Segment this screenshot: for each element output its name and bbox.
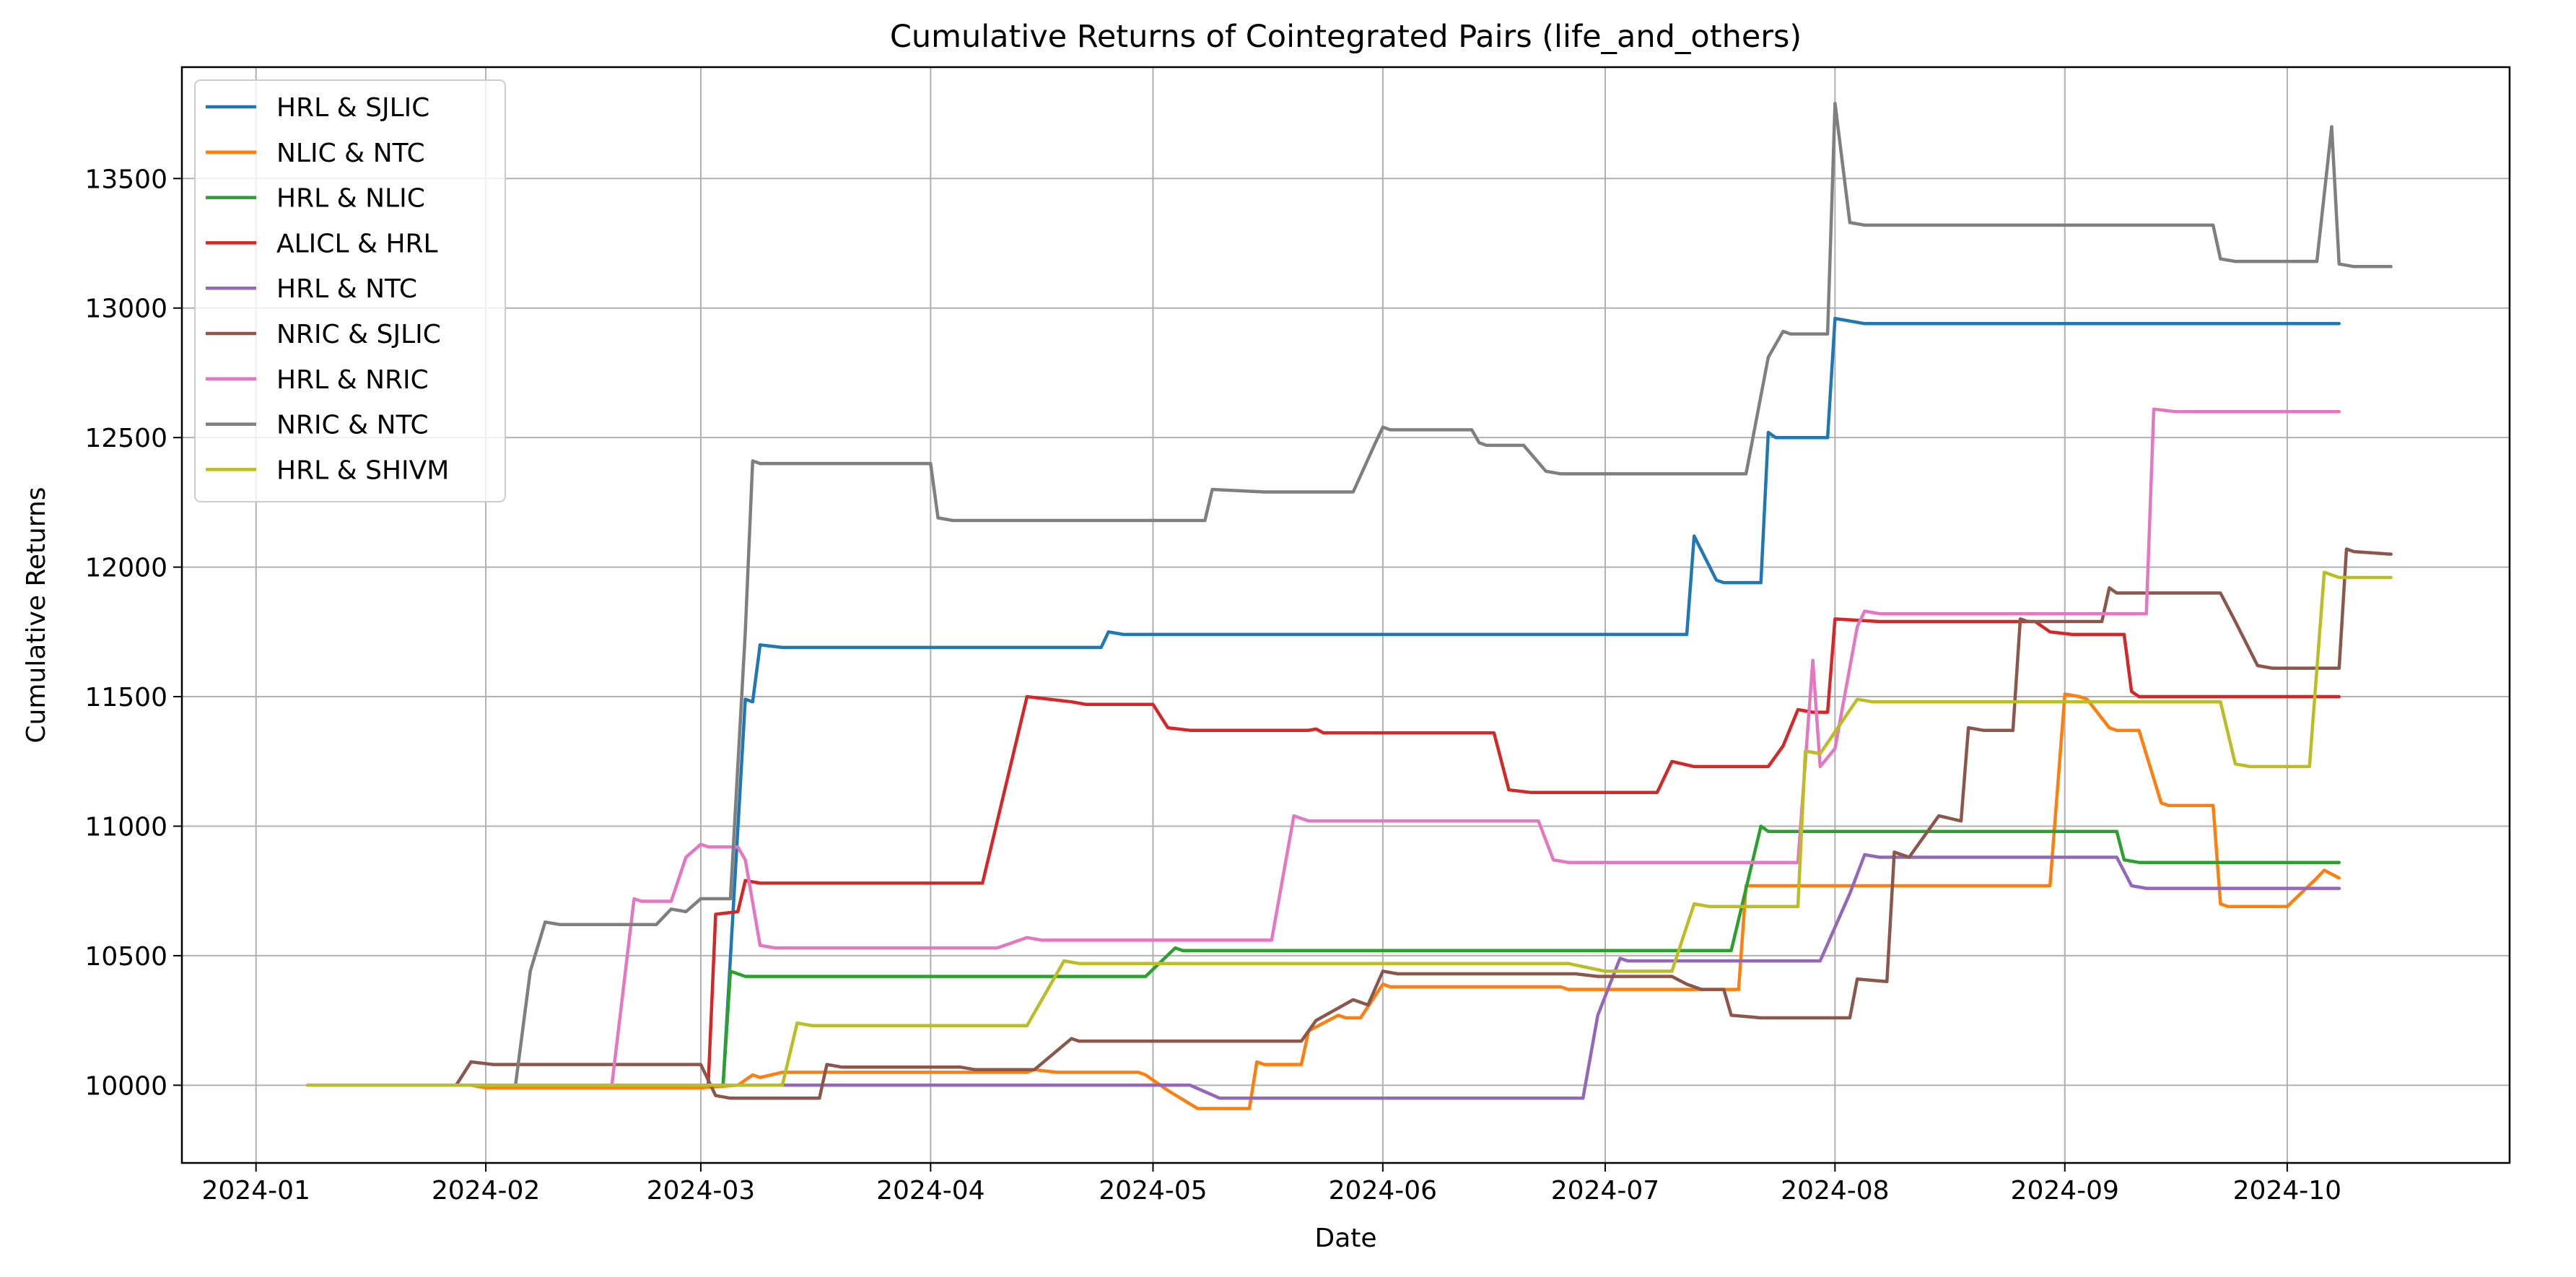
x-tick-label: 2024-03 [647,1176,755,1206]
plot-frame [180,66,2511,1164]
legend-label-nlic-ntc: NLIC & NTC [276,139,425,168]
y-tick-label: 13000 [84,295,167,324]
chart-title: Cumulative Returns of Cointegrated Pairs… [890,19,1802,55]
grid-layer [182,67,2510,1163]
x-tick-label: 2024-09 [2011,1176,2119,1206]
y-tick-label: 10500 [84,942,167,972]
y-tick-label: 12500 [84,424,167,453]
legend-box [194,79,506,502]
legend-label-alicl-hrl: ALICL & HRL [276,229,438,258]
legend-label-hrl-nlic: HRL & NLIC [276,184,425,214]
legend-label-hrl-nric: HRL & NRIC [276,365,429,395]
x-axis-title: Date [1314,1224,1376,1253]
x-tick-label: 2024-10 [2233,1176,2341,1206]
legend-label-hrl-shivm: HRL & SHIVM [276,456,449,485]
series-line-hrl-ntc [306,853,2341,1100]
x-tick-label: 2024-01 [201,1176,310,1206]
x-tick-label: 2024-06 [1329,1176,1437,1206]
x-tick-label: 2024-05 [1099,1176,1207,1206]
x-tick-label: 2024-02 [432,1176,540,1206]
series-line-hrl-nlic [306,824,2341,1087]
series-layer [306,101,2393,1110]
y-axis-title: Cumulative Returns [22,487,51,743]
y-tick-label: 13500 [84,165,167,194]
series-line-alicl-hrl [306,617,2341,1087]
series-line-nric-ntc [306,101,2393,1087]
series-line-nlic-ntc [306,692,2341,1110]
x-tick-label: 2024-08 [1781,1176,1889,1206]
legend-label-hrl-ntc: HRL & NTC [276,274,417,304]
x-tick-label: 2024-07 [1551,1176,1659,1206]
y-tick-label: 11500 [84,683,167,712]
legend: HRL & SJLIC NLIC & NTC HRL & NLIC ALICL & H… [194,79,506,502]
tick-layer: 2024-01 2024-02 2024-03 2024-04 2024-05 2024-… [84,165,2341,1206]
series-line-hrl-nric [306,407,2341,1087]
y-tick-label: 12000 [84,554,167,583]
series-line-nric-sjlic [306,547,2393,1100]
series-line-hrl-sjlic [306,316,2341,1087]
legend-label-hrl-sjlic: HRL & SJLIC [276,93,429,123]
y-tick-label: 10000 [84,1071,167,1101]
x-tick-label: 2024-04 [876,1176,984,1206]
legend-label-nric-sjlic: NRIC & SJLIC [276,320,441,349]
series-line-hrl-shivm [306,570,2393,1087]
legend-label-nric-ntc: NRIC & NTC [276,411,429,440]
y-tick-label: 11000 [84,812,167,842]
